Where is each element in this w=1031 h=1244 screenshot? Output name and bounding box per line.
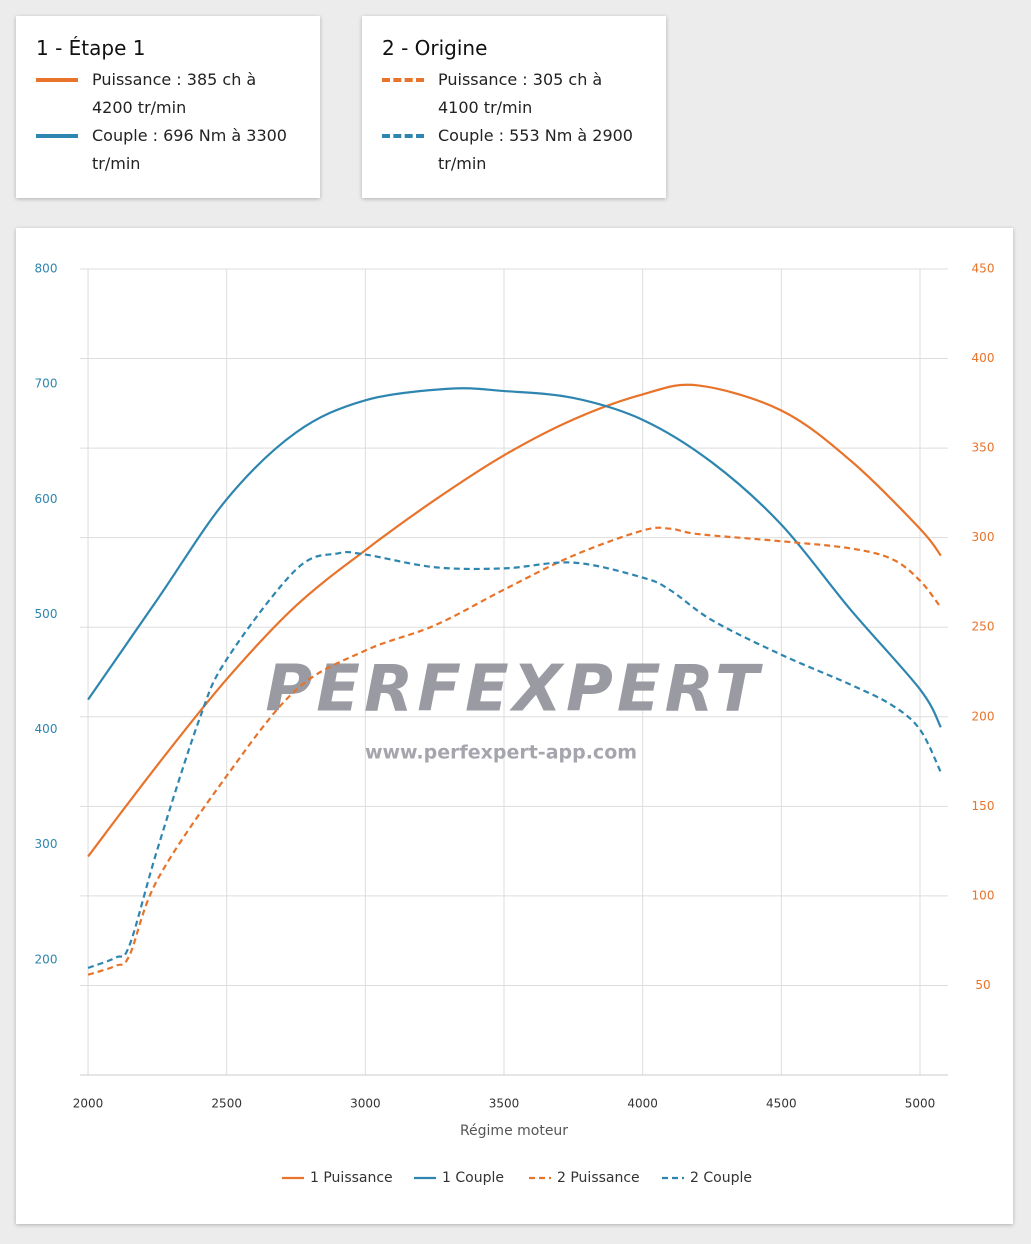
series-line — [87, 383, 942, 858]
card-text: Puissance : 385 ch à 4200 tr/min — [92, 70, 257, 117]
legend-label: 2 Puissance — [557, 1170, 640, 1186]
x-tick-label: 2500 — [211, 1097, 242, 1111]
card-text: Couple : 696 Nm à 3300 tr/min — [92, 126, 287, 173]
card-title: 1 - Étape 1 — [36, 36, 146, 60]
y2-tick-label: 350 — [972, 441, 995, 455]
card-item: Puissance : 305 ch à 4100 tr/min — [382, 66, 666, 122]
swatch — [36, 134, 78, 138]
legend-label: 1 Couple — [442, 1170, 504, 1186]
series-line — [87, 526, 942, 976]
card-item: Couple : 553 Nm à 2900 tr/min — [382, 122, 666, 178]
y-tick-label: 700 — [35, 377, 58, 391]
chart-bg — [16, 228, 1013, 1224]
x-tick-label: 5000 — [905, 1097, 936, 1111]
y2-tick-label: 400 — [972, 351, 995, 365]
y2-tick-label: 100 — [972, 888, 995, 902]
x-tick-label: 2000 — [73, 1097, 104, 1111]
legend-label: 2 Couple — [690, 1170, 752, 1186]
x-axis-label: Régime moteur — [460, 1123, 568, 1139]
series-line — [87, 550, 942, 969]
card-text: Couple : 553 Nm à 2900 tr/min — [438, 126, 633, 173]
series-line — [87, 387, 942, 728]
x-tick-label: 4000 — [627, 1097, 658, 1111]
x-tick-label: 3500 — [489, 1097, 520, 1111]
y2-tick-label: 250 — [972, 620, 995, 634]
swatch — [382, 134, 424, 138]
y2-tick-label: 150 — [972, 799, 995, 813]
watermark: PERFEXPERT — [265, 653, 763, 727]
swatch — [36, 78, 78, 82]
card-item: Couple : 696 Nm à 3300 tr/min — [36, 122, 320, 178]
y-tick-label: 800 — [35, 262, 58, 276]
card-title: 2 - Origine — [382, 36, 488, 60]
swatch — [382, 78, 424, 82]
y2-tick-label: 200 — [972, 709, 995, 723]
legend-card: 1 - Étape 1 Puissance : 385 ch à 4200 tr… — [16, 16, 320, 198]
legend-label: 1 Puissance — [310, 1170, 393, 1186]
y-tick-label: 500 — [35, 607, 58, 621]
x-tick-label: 3000 — [350, 1097, 381, 1111]
y2-tick-label: 300 — [972, 530, 995, 544]
card-text: Puissance : 305 ch à 4100 tr/min — [438, 70, 603, 117]
y-tick-label: 300 — [35, 837, 58, 851]
y-tick-label: 400 — [35, 722, 58, 736]
y2-tick-label: 450 — [972, 262, 995, 276]
y-tick-label: 600 — [35, 492, 58, 506]
x-tick-label: 4500 — [766, 1097, 797, 1111]
card-item: Puissance : 385 ch à 4200 tr/min — [36, 66, 320, 122]
chart: PERFEXPERT www.perfexpert-app.com Régime… — [16, 228, 1013, 1224]
y-tick-label: 200 — [35, 952, 58, 966]
legend-card: 2 - Origine Puissance : 305 ch à 4100 tr… — [362, 16, 666, 198]
y2-tick-label: 50 — [975, 978, 990, 992]
watermark-url: www.perfexpert-app.com — [365, 742, 637, 764]
